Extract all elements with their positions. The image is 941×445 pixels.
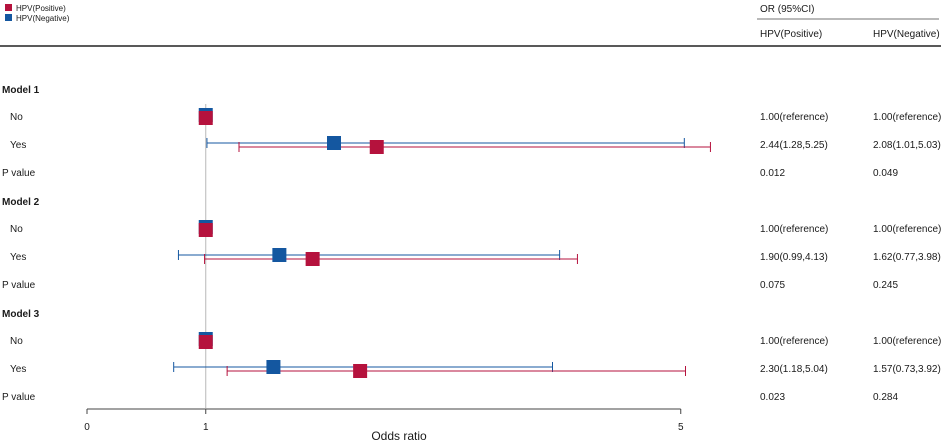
point-positive bbox=[353, 364, 368, 378]
legend-label-negative: HPV(Negative) bbox=[16, 14, 70, 23]
value-negative: 1.00(reference) bbox=[873, 336, 941, 347]
header-or-ci: OR (95%CI) bbox=[760, 4, 814, 15]
x-tick-label: 1 bbox=[203, 422, 209, 433]
row-label: Yes bbox=[10, 252, 26, 263]
value-negative: 1.00(reference) bbox=[873, 224, 941, 235]
value-negative: 1.00(reference) bbox=[873, 112, 941, 123]
value-positive: 2.44(1.28,5.25) bbox=[760, 140, 828, 151]
point-positive bbox=[198, 335, 213, 349]
point-positive bbox=[305, 252, 320, 266]
x-tick-label: 5 bbox=[678, 422, 684, 433]
point-negative bbox=[266, 360, 281, 374]
x-axis-title: Odds ratio bbox=[371, 429, 427, 443]
pvalue-negative: 0.284 bbox=[873, 392, 898, 403]
pvalue-negative: 0.049 bbox=[873, 168, 898, 179]
row-text: Model 1 No Yes P value 1.00(reference) 1… bbox=[2, 85, 941, 403]
x-axis: Odds ratio 0 1 5 bbox=[84, 408, 684, 443]
value-negative: 1.57(0.73,3.92) bbox=[873, 364, 941, 375]
row-label: P value bbox=[2, 280, 36, 291]
legend-swatch-positive bbox=[5, 4, 12, 11]
model-title: Model 3 bbox=[2, 309, 40, 320]
point-negative bbox=[327, 136, 341, 150]
chart-marks bbox=[173, 104, 711, 408]
value-positive: 1.00(reference) bbox=[760, 112, 828, 123]
header-col-negative: HPV(Negative) bbox=[873, 29, 940, 40]
point-positive bbox=[198, 223, 213, 237]
x-tick-label: 0 bbox=[84, 422, 90, 433]
pvalue-negative: 0.245 bbox=[873, 280, 898, 291]
row-label: P value bbox=[2, 392, 36, 403]
point-positive bbox=[198, 111, 213, 125]
pvalue-positive: 0.023 bbox=[760, 392, 785, 403]
header-col-positive: HPV(Positive) bbox=[760, 29, 822, 40]
model-title: Model 1 bbox=[2, 85, 40, 96]
point-positive bbox=[369, 140, 384, 154]
value-positive: 2.30(1.18,5.04) bbox=[760, 364, 828, 375]
value-negative: 2.08(1.01,5.03) bbox=[873, 140, 941, 151]
value-positive: 1.00(reference) bbox=[760, 224, 828, 235]
pvalue-positive: 0.075 bbox=[760, 280, 785, 291]
row-label: No bbox=[10, 336, 23, 347]
row-label: Yes bbox=[10, 140, 26, 151]
model-title: Model 2 bbox=[2, 197, 40, 208]
legend-swatch-negative bbox=[5, 14, 12, 21]
pvalue-positive: 0.012 bbox=[760, 168, 785, 179]
row-label: No bbox=[10, 112, 23, 123]
value-positive: 1.00(reference) bbox=[760, 336, 828, 347]
row-label: Yes bbox=[10, 364, 26, 375]
table-header: OR (95%CI) HPV(Positive) HPV(Negative) bbox=[0, 4, 941, 47]
value-positive: 1.90(0.99,4.13) bbox=[760, 252, 828, 263]
value-negative: 1.62(0.77,3.98) bbox=[873, 252, 941, 263]
legend-label-positive: HPV(Positive) bbox=[16, 4, 66, 13]
point-negative bbox=[272, 248, 287, 262]
row-label: P value bbox=[2, 168, 36, 179]
row-label: No bbox=[10, 224, 23, 235]
legend: HPV(Positive) HPV(Negative) bbox=[5, 4, 70, 23]
